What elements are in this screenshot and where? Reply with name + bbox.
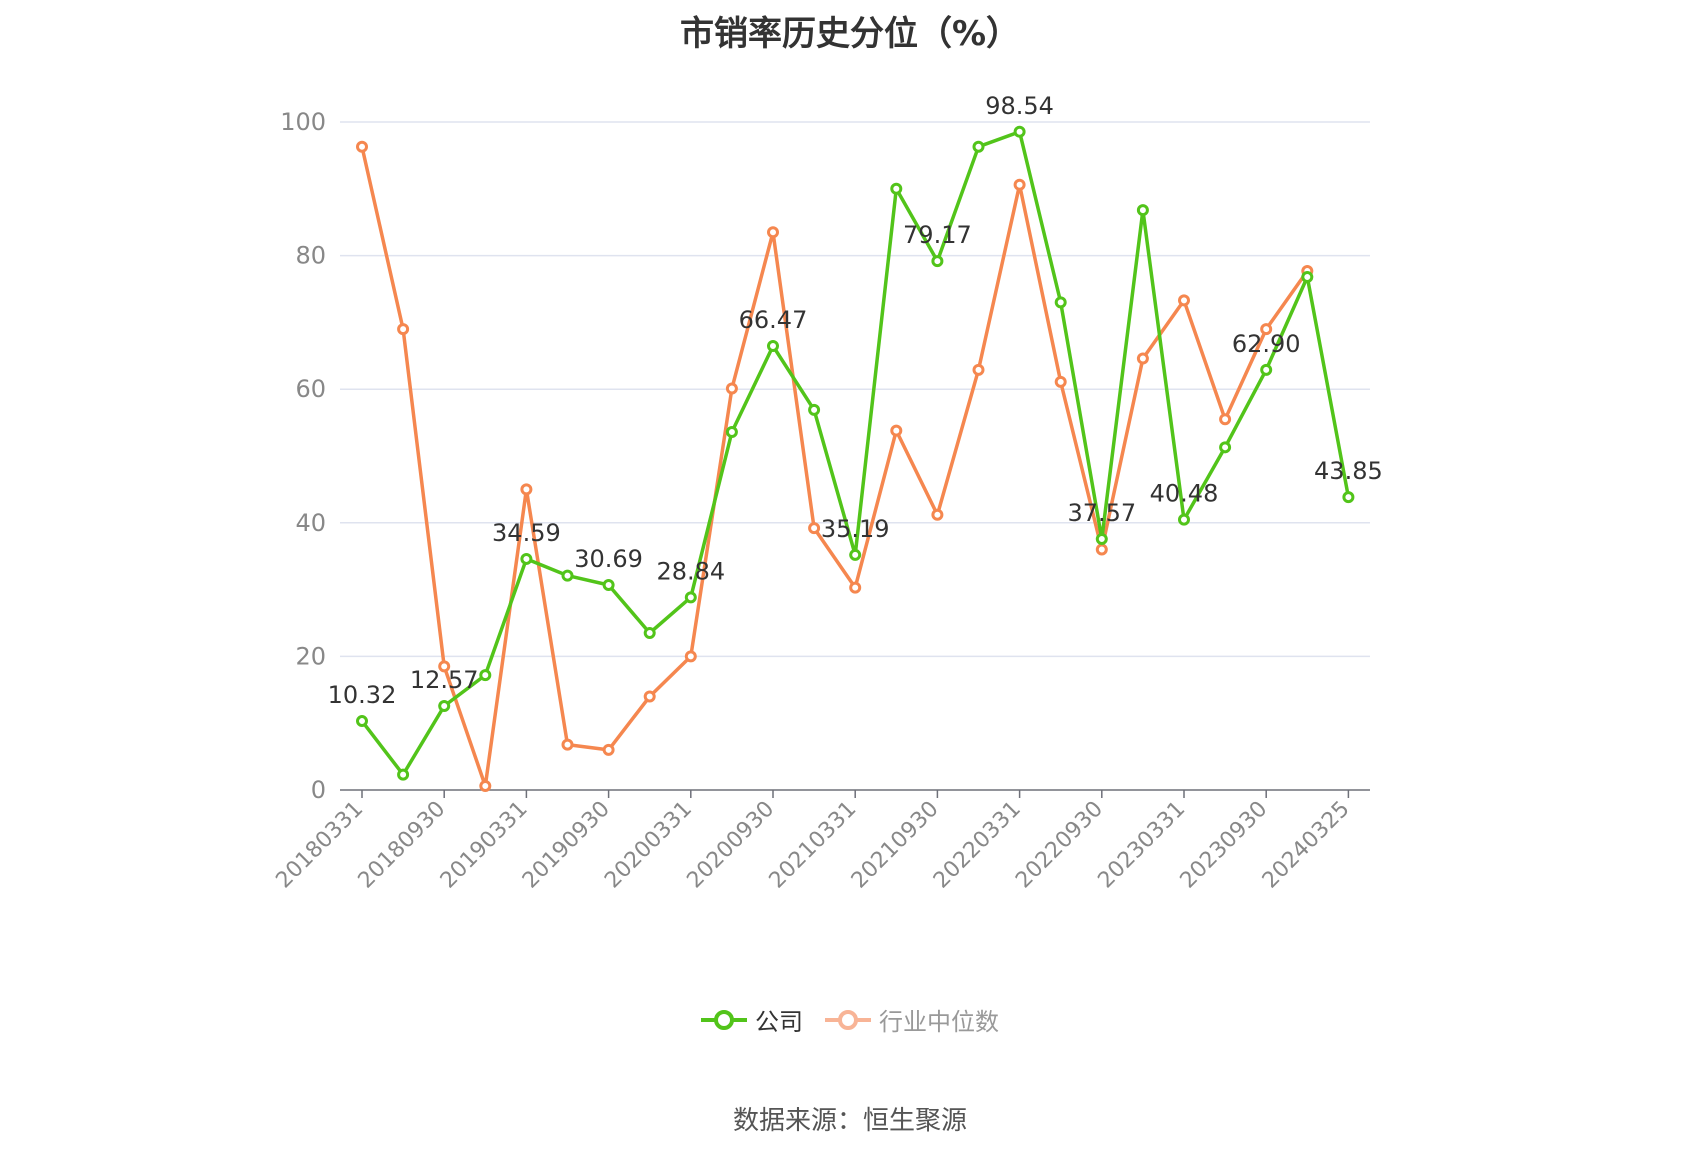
data-label: 40.48 <box>1150 480 1219 508</box>
x-tick-label: 20180331 <box>271 797 368 894</box>
data-label: 35.19 <box>821 515 890 543</box>
chart-title: 市销率历史分位（%） <box>679 14 1021 54</box>
series-1-point[interactable] <box>520 483 533 496</box>
x-tick-label: 20220331 <box>929 797 1026 894</box>
series-0-point[interactable] <box>520 552 533 565</box>
series-0-point[interactable] <box>1301 270 1314 283</box>
x-tick-label: 20180930 <box>354 797 451 894</box>
series-1-point[interactable] <box>767 226 779 239</box>
series-1-point[interactable] <box>1219 413 1232 426</box>
series-1-point[interactable] <box>684 650 697 663</box>
series-0-point[interactable] <box>356 715 368 728</box>
data-label: 43.85 <box>1314 457 1383 485</box>
x-tick-label: 20190331 <box>436 797 533 894</box>
series-1-point[interactable] <box>1013 178 1026 191</box>
series-0-point[interactable] <box>479 669 492 682</box>
series-0-point[interactable] <box>643 627 656 640</box>
series-0-point[interactable] <box>972 140 985 153</box>
y-tick-label: 80 <box>295 242 326 270</box>
x-tick-label: 20230930 <box>1176 797 1273 894</box>
series-1-point[interactable] <box>643 690 656 703</box>
source-note: 数据来源：恒生聚源 <box>732 1106 967 1136</box>
x-tick-label: 20240325 <box>1258 797 1355 894</box>
series-0-point[interactable] <box>1342 491 1355 504</box>
legend-label-industry-median: 行业中位数 <box>879 1008 999 1036</box>
data-label-layer: 10.32 12.57 34.59 30.69 28.84 66.47 35.19 79.17… <box>328 92 1383 709</box>
data-label: 79.17 <box>903 221 972 249</box>
series-0-point[interactable] <box>767 339 779 352</box>
series-1-point[interactable] <box>972 363 985 376</box>
x-tick-label: 20210331 <box>765 797 862 894</box>
series-1-point[interactable] <box>1095 543 1108 556</box>
data-label: 30.69 <box>574 545 643 573</box>
series-line-1 <box>360 146 1309 788</box>
data-label: 34.59 <box>492 519 561 547</box>
data-label: 62.90 <box>1232 330 1301 358</box>
series-0-point[interactable] <box>1219 441 1232 454</box>
x-tick-label: 20200930 <box>682 797 779 894</box>
data-label: 37.57 <box>1067 499 1136 527</box>
series-1-point[interactable] <box>1178 294 1190 307</box>
series-0-point[interactable] <box>1054 296 1067 309</box>
y-tick-label: 40 <box>295 509 326 537</box>
series-1-point[interactable] <box>1136 352 1149 365</box>
series-1-point[interactable] <box>931 508 944 521</box>
legend: 公司 行业中位数 <box>0 1002 1700 1037</box>
series-1-point[interactable] <box>479 779 492 792</box>
series-1-point[interactable] <box>725 382 738 395</box>
series-0-point[interactable] <box>1178 513 1190 526</box>
series-1-point[interactable] <box>438 660 451 673</box>
series-0-point[interactable] <box>849 548 862 561</box>
series-0-point[interactable] <box>808 403 821 416</box>
series-0-point[interactable] <box>397 768 410 781</box>
legend-label-company: 公司 <box>755 1008 803 1036</box>
series-1-point[interactable] <box>397 323 410 336</box>
series-line-0 <box>360 130 1351 777</box>
series-1-point[interactable] <box>849 581 862 594</box>
series-0-point[interactable] <box>1136 204 1149 217</box>
series-0-point[interactable] <box>438 700 451 713</box>
series-0-point[interactable] <box>602 578 615 591</box>
legend-item-industry-median[interactable]: 行业中位数 <box>825 1002 999 1037</box>
grid-layer <box>340 121 1370 658</box>
legend-company-marker-icon <box>701 1009 747 1030</box>
series-layer <box>356 125 1355 792</box>
series-1-point[interactable] <box>1054 375 1067 388</box>
series-0-point[interactable] <box>1095 533 1108 546</box>
y-tick-label: 20 <box>295 642 326 670</box>
x-tick-label: 20190930 <box>518 797 615 894</box>
x-tick-label: 20220930 <box>1011 797 1108 894</box>
y-tick-label: 100 <box>280 108 326 136</box>
series-1-point[interactable] <box>561 738 574 751</box>
series-1-point[interactable] <box>890 424 903 437</box>
data-label: 10.32 <box>328 681 397 709</box>
series-1-point[interactable] <box>1260 323 1273 336</box>
legend-item-company[interactable]: 公司 <box>701 1002 803 1037</box>
x-tick-label: 20230331 <box>1093 797 1190 894</box>
legend-industry-marker-icon <box>825 1009 871 1030</box>
data-label: 12.57 <box>410 666 479 694</box>
data-label: 28.84 <box>656 557 725 585</box>
data-label: 98.54 <box>985 92 1054 120</box>
series-0-point[interactable] <box>890 182 903 195</box>
x-tick-label: 20200331 <box>600 797 697 894</box>
series-0-point[interactable] <box>684 591 697 604</box>
series-0-point[interactable] <box>1260 363 1273 376</box>
y-tick-label: 60 <box>295 375 326 403</box>
data-label: 66.47 <box>739 306 808 334</box>
series-0-point[interactable] <box>931 255 944 268</box>
series-0-point[interactable] <box>561 569 574 582</box>
series-0-point[interactable] <box>725 425 738 438</box>
y-tick-label: 0 <box>311 776 326 804</box>
series-1-point[interactable] <box>808 522 821 535</box>
series-1-point[interactable] <box>602 743 615 756</box>
series-1-point[interactable] <box>356 140 368 153</box>
x-tick-label: 20210930 <box>847 797 944 894</box>
series-0-point[interactable] <box>1013 125 1026 138</box>
